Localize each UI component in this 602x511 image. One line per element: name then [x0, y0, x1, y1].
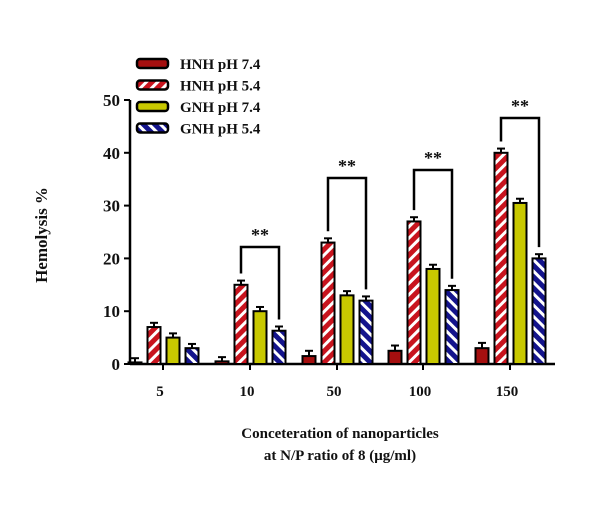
legend-label: HNH pH 7.4	[180, 57, 261, 73]
bar-gnh-ph-5-4	[444, 289, 460, 365]
significance-label: **	[424, 148, 442, 168]
y-tick-label: 40	[103, 144, 120, 163]
legend-swatch	[135, 122, 170, 134]
x-tick-label: 10	[240, 384, 255, 400]
y-tick-label: 20	[103, 249, 120, 268]
legend-label: GNH pH 7.4	[180, 100, 261, 116]
y-tick-label: 0	[112, 355, 121, 374]
x-tick-label: 50	[327, 384, 342, 400]
significance-bracket	[326, 176, 368, 290]
bar-gnh-ph-7-4	[252, 310, 268, 366]
bar-hnh-ph-5-4	[233, 283, 249, 365]
legend-swatch	[135, 100, 170, 113]
bar-gnh-ph-7-4	[512, 201, 528, 365]
x-tick-label: 100	[409, 384, 432, 400]
bar-gnh-ph-5-4	[531, 257, 547, 365]
significance-bracket	[412, 168, 454, 279]
bar-hnh-ph-7-4	[387, 349, 403, 365]
bar-hnh-ph-7-4	[214, 360, 230, 365]
x-axis-label-line2: at N/P ratio of 8 (μg/ml)	[264, 448, 416, 464]
x-axis-label-line1: Conceteration of nanoparticles	[241, 426, 439, 442]
bar-hnh-ph-5-4	[320, 241, 336, 365]
bar-gnh-ph-5-4	[184, 347, 200, 366]
bar-gnh-ph-5-4	[358, 299, 374, 366]
bar-hnh-ph-5-4	[406, 220, 422, 365]
y-axis-label: Hemolysis %	[32, 187, 51, 283]
legend-label: HNH pH 5.4	[180, 79, 261, 95]
significance-bracket	[499, 116, 541, 248]
legend-label: GNH pH 5.4	[180, 122, 261, 138]
significance-label: **	[251, 225, 269, 245]
bar-hnh-ph-5-4	[146, 326, 162, 366]
bar-gnh-ph-7-4	[165, 336, 181, 366]
significance-bracket	[239, 245, 281, 320]
significance-label: **	[338, 156, 356, 176]
bar-hnh-ph-7-4	[301, 355, 317, 365]
x-tick-label: 5	[156, 384, 164, 400]
bar-gnh-ph-7-4	[425, 267, 441, 365]
y-tick-label: 30	[103, 197, 120, 216]
bar-hnh-ph-5-4	[493, 151, 509, 365]
bar-hnh-ph-7-4	[127, 361, 143, 365]
bar-hnh-ph-7-4	[474, 347, 490, 366]
legend-swatch	[135, 57, 170, 70]
bar-gnh-ph-5-4	[271, 329, 287, 365]
legend-swatch	[135, 79, 170, 91]
significance-label: **	[511, 96, 529, 116]
bar-gnh-ph-7-4	[339, 294, 355, 365]
y-tick-label: 10	[103, 302, 120, 321]
y-tick-label: 50	[103, 91, 120, 110]
x-tick-label: 150	[496, 384, 519, 400]
